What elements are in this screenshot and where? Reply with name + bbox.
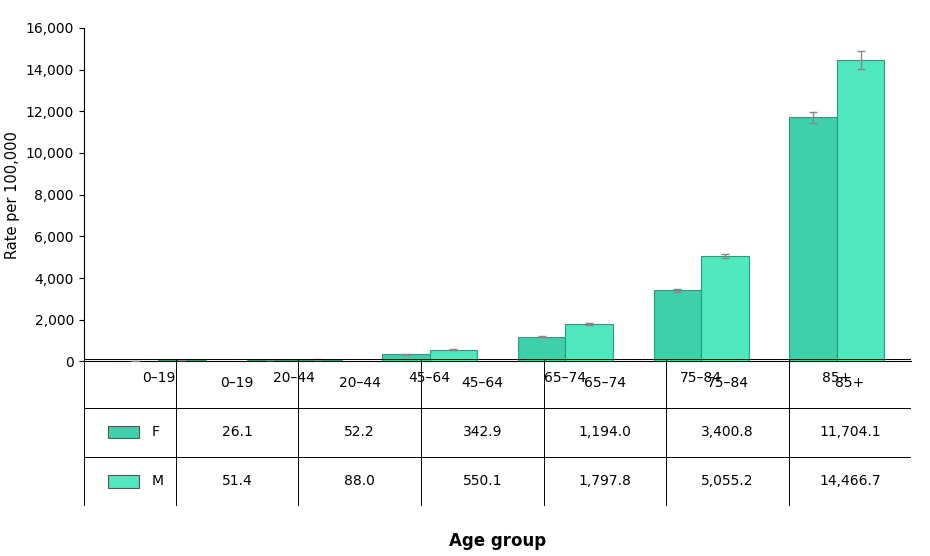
Text: 52.2: 52.2 xyxy=(344,425,375,439)
Text: 75–84: 75–84 xyxy=(707,376,749,390)
Text: 45–64: 45–64 xyxy=(461,376,503,390)
Bar xyxy=(518,336,565,361)
Bar xyxy=(837,59,884,361)
Bar xyxy=(294,360,341,361)
Y-axis label: Rate per 100,000: Rate per 100,000 xyxy=(5,131,20,259)
Text: 1,194.0: 1,194.0 xyxy=(578,425,631,439)
Text: 26.1: 26.1 xyxy=(221,425,252,439)
Text: Age group: Age group xyxy=(449,533,546,550)
Text: 85+: 85+ xyxy=(835,376,865,390)
Text: 11,704.1: 11,704.1 xyxy=(819,425,881,439)
Bar xyxy=(430,350,477,361)
Bar xyxy=(565,324,613,361)
Text: 550.1: 550.1 xyxy=(462,474,502,488)
Text: 51.4: 51.4 xyxy=(221,474,252,488)
Bar xyxy=(158,360,206,361)
Bar xyxy=(382,354,430,361)
Text: 0–19: 0–19 xyxy=(220,376,254,390)
Bar xyxy=(246,360,294,361)
Text: 3,400.8: 3,400.8 xyxy=(701,425,754,439)
Text: 14,466.7: 14,466.7 xyxy=(819,474,881,488)
Text: 342.9: 342.9 xyxy=(462,425,502,439)
Bar xyxy=(701,256,749,361)
Text: 5,055.2: 5,055.2 xyxy=(701,474,753,488)
Bar xyxy=(654,290,701,361)
Text: M: M xyxy=(152,474,163,488)
Text: 88.0: 88.0 xyxy=(344,474,375,488)
Bar xyxy=(108,426,139,439)
Text: 65–74: 65–74 xyxy=(584,376,626,390)
Text: 1,797.8: 1,797.8 xyxy=(578,474,631,488)
Text: F: F xyxy=(152,425,159,439)
Bar xyxy=(790,117,837,361)
Text: 20–44: 20–44 xyxy=(339,376,380,390)
Bar xyxy=(108,475,139,488)
